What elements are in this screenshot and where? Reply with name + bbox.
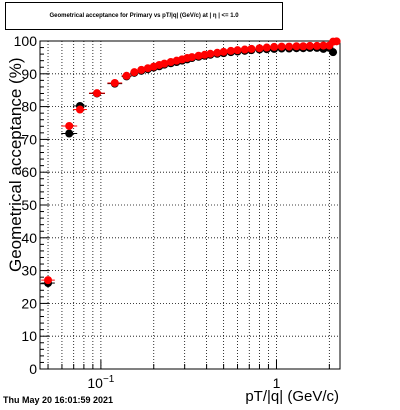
y-tick-label: 20 bbox=[21, 295, 37, 311]
data-point bbox=[332, 37, 341, 46]
data-point bbox=[247, 44, 256, 53]
data-point bbox=[122, 71, 131, 80]
data-point bbox=[65, 129, 74, 138]
data-point bbox=[299, 42, 308, 51]
data-point bbox=[44, 276, 53, 285]
data-point bbox=[130, 68, 139, 77]
x-tick-label: 10−1 bbox=[87, 374, 114, 391]
x-axis-label: pT/|q| (GeV/c) bbox=[245, 388, 339, 405]
data-point bbox=[219, 47, 228, 56]
data-point bbox=[255, 44, 264, 53]
data-point bbox=[92, 89, 101, 98]
chart-title: Geometrical acceptance for Primary vs pT… bbox=[49, 13, 239, 19]
y-tick-label: 50 bbox=[21, 197, 37, 213]
data-point bbox=[206, 49, 215, 58]
y-tick-label: 80 bbox=[21, 99, 37, 115]
y-tick-label: 30 bbox=[21, 263, 37, 279]
data-point bbox=[319, 41, 328, 50]
chart-markers bbox=[41, 37, 341, 288]
data-point bbox=[75, 105, 84, 114]
data-point bbox=[137, 65, 146, 74]
y-tick-label: 60 bbox=[21, 164, 37, 180]
data-point bbox=[226, 46, 235, 55]
data-point bbox=[233, 46, 242, 55]
y-tick-label: 40 bbox=[21, 230, 37, 246]
data-point bbox=[285, 42, 294, 51]
chart-title-box: Geometrical acceptance for Primary vs pT… bbox=[5, 2, 283, 30]
data-point bbox=[305, 41, 314, 50]
data-point bbox=[160, 59, 169, 68]
data-point bbox=[292, 42, 301, 51]
y-tick-label: 90 bbox=[21, 66, 37, 82]
data-point bbox=[194, 51, 203, 60]
data-point bbox=[270, 42, 279, 51]
chart-grid bbox=[40, 41, 340, 369]
data-point bbox=[312, 41, 321, 50]
y-tick-label: 10 bbox=[21, 328, 37, 344]
y-tick-label: 0 bbox=[29, 361, 37, 377]
data-point bbox=[277, 42, 286, 51]
data-point bbox=[262, 43, 271, 52]
x-tick-label: 1 bbox=[273, 375, 281, 391]
data-point bbox=[213, 48, 222, 57]
y-axis-label: Geometrical acceptance (%) bbox=[6, 58, 25, 272]
data-point bbox=[110, 78, 119, 87]
data-point bbox=[240, 45, 249, 54]
y-tick-label: 100 bbox=[14, 33, 38, 49]
data-point bbox=[65, 121, 74, 130]
chart-ticks bbox=[40, 40, 330, 370]
data-point bbox=[329, 48, 338, 57]
data-point bbox=[187, 53, 196, 62]
chart-tick-labels: 0 10 20 30 40 50 60 70 80 90 100 10−1 1 bbox=[14, 33, 281, 391]
y-tick-label: 70 bbox=[21, 131, 37, 147]
timestamp: Thu May 20 16:01:59 2021 bbox=[3, 395, 114, 405]
